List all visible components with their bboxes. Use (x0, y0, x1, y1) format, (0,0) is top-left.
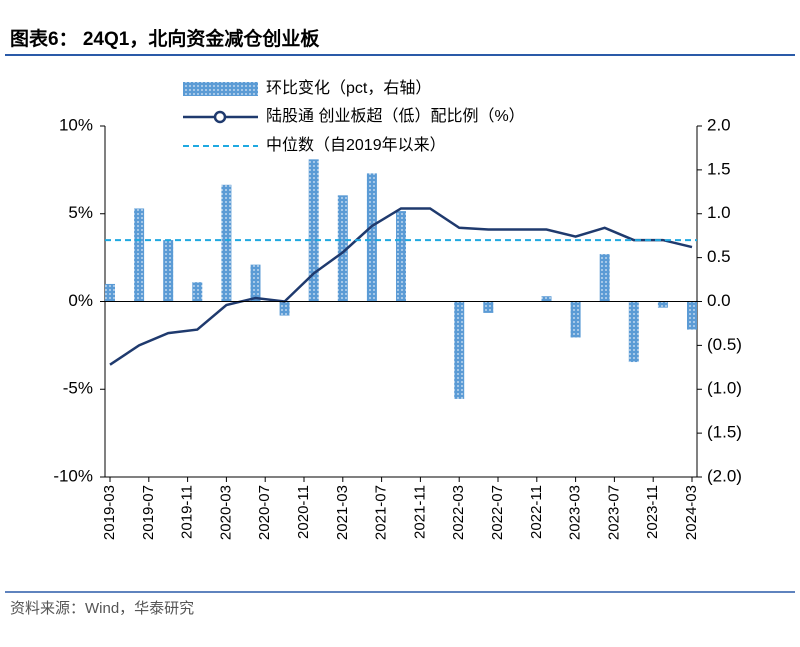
chart-title: 图表6： 24Q1，北向资金减仓创业板 (10, 27, 320, 50)
y2-tick-label: 1.0 (707, 203, 731, 222)
x-tick-label: 2019-11 (179, 485, 196, 539)
x-tick-label: 2022-03 (450, 485, 467, 540)
x-tick-label: 2022-07 (489, 485, 506, 540)
x-tick-label: 2022-11 (528, 485, 545, 539)
legend-label: 环比变化（pct，右轴） (266, 79, 431, 97)
y-tick-label: 0% (68, 291, 93, 310)
y-tick-label: -5% (63, 379, 93, 398)
x-tick-label: 2020-11 (295, 485, 312, 539)
y-tick-label: 10% (59, 115, 93, 134)
x-tick-label: 2021-07 (373, 485, 390, 540)
x-tick-label: 2023-07 (605, 485, 622, 540)
y2-tick-label: 2.0 (707, 115, 731, 134)
bar (105, 283, 115, 302)
y2-tick-label: (0.5) (707, 335, 742, 354)
y2-tick-label: 0.0 (707, 291, 731, 310)
bar (134, 208, 145, 302)
y2-tick-label: 1.5 (707, 159, 731, 178)
bar (483, 301, 494, 313)
bar (366, 173, 377, 302)
bar (308, 159, 319, 302)
x-tick-label: 2023-03 (567, 485, 584, 540)
legend-label: 中位数（自2019年以来） (266, 136, 446, 154)
x-tick-label: 2023-11 (644, 485, 661, 539)
bar (541, 296, 552, 302)
bar (599, 254, 610, 302)
x-tick-label: 2019-07 (140, 485, 157, 540)
bar (657, 301, 668, 308)
y2-tick-label: 0.5 (707, 247, 731, 266)
y2-tick-label: (1.5) (707, 423, 742, 442)
bar (628, 301, 639, 363)
bar (396, 211, 406, 302)
y2-tick-label: (1.0) (707, 379, 742, 398)
x-tick-label: 2020-07 (256, 485, 273, 540)
x-tick-label: 2021-11 (411, 485, 428, 539)
bar (454, 301, 465, 399)
x-tick-label: 2020-03 (217, 485, 234, 540)
bar (337, 195, 348, 302)
x-tick-label: 2021-03 (334, 485, 351, 540)
line (109, 207, 693, 366)
bar (250, 264, 261, 302)
x-tick-label: 2019-03 (101, 485, 118, 540)
legend-label: 陆股通 创业板超（低）配比例（%） (266, 107, 525, 125)
bar (163, 240, 174, 302)
source: 资料来源：Wind，华泰研究 (10, 600, 194, 617)
bar (570, 301, 581, 338)
legend-swatch (183, 82, 258, 96)
legend-marker (213, 110, 227, 124)
y2-tick-label: (2.0) (707, 466, 742, 485)
bar (221, 184, 232, 302)
bar (192, 282, 203, 302)
bar (279, 301, 290, 316)
bar (687, 301, 697, 330)
y-tick-label: 5% (68, 203, 93, 222)
x-tick-label: 2024-03 (683, 485, 700, 540)
y-tick-label: -10% (53, 466, 93, 485)
